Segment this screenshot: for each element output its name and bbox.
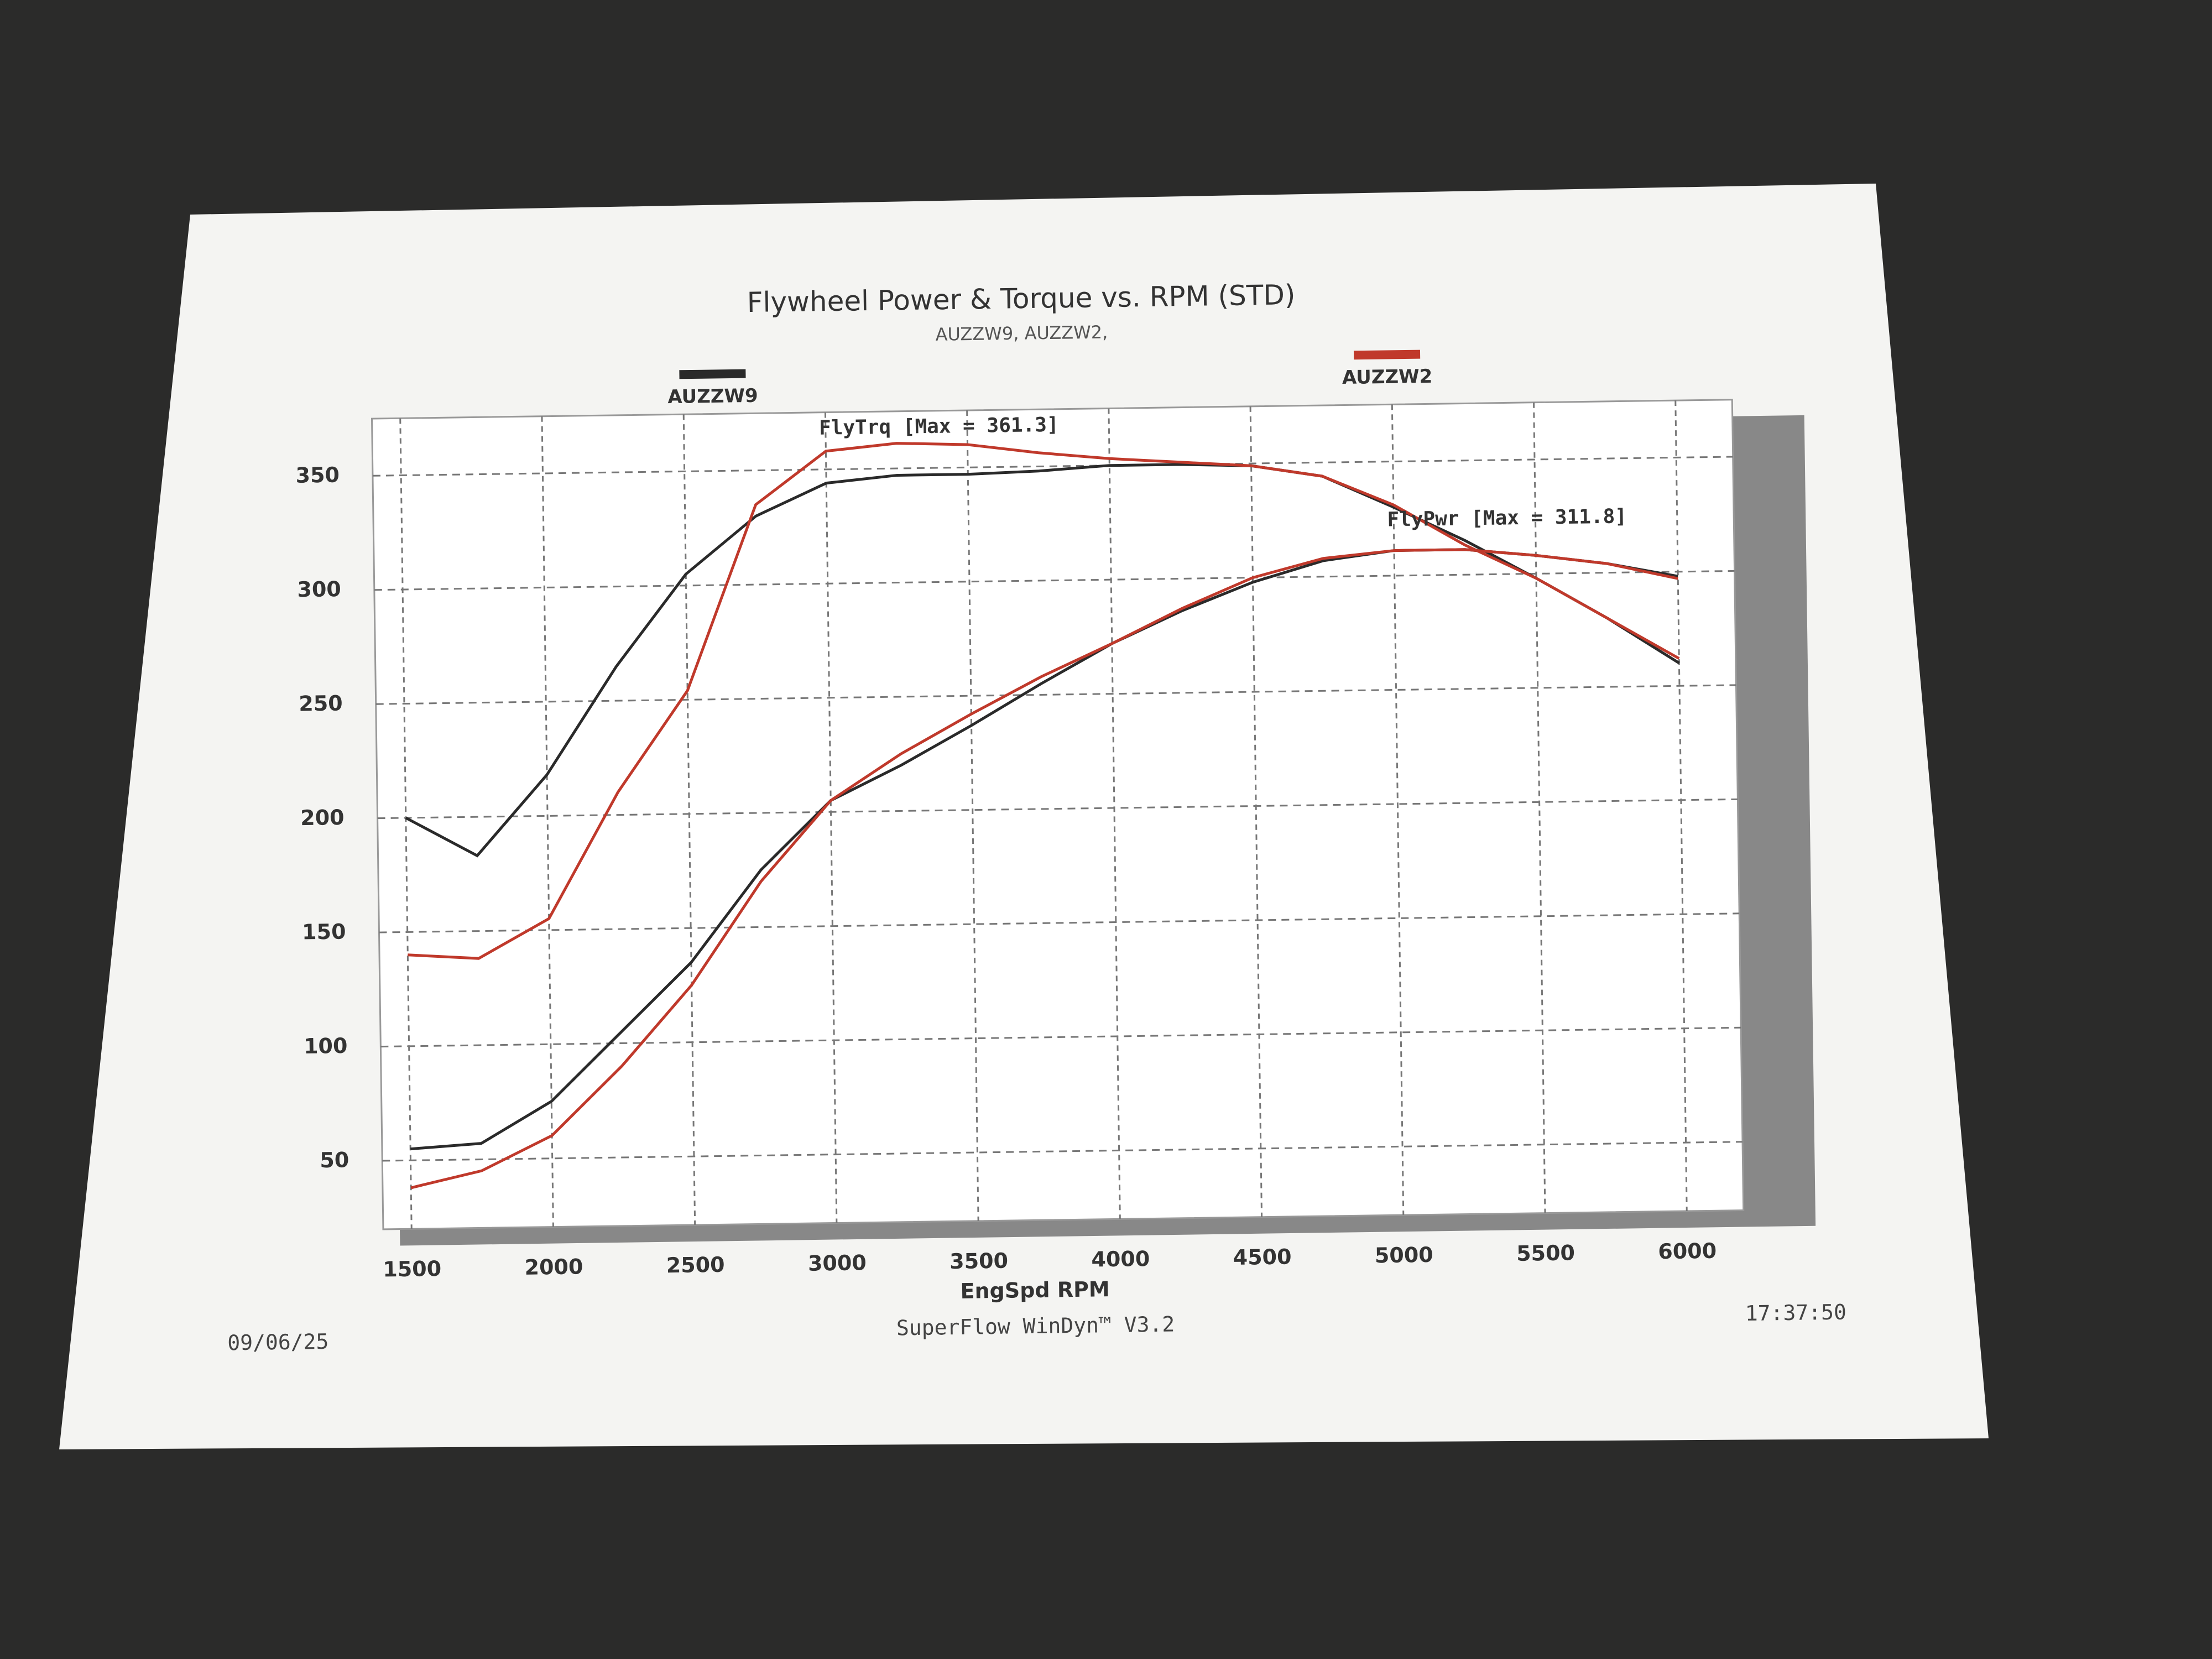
torque-line xyxy=(408,442,1680,960)
footer-time: 17:37:50 xyxy=(1745,1300,1847,1326)
x-tick-label: 2000 xyxy=(524,1254,583,1279)
power-line xyxy=(410,548,1678,1190)
grid-line xyxy=(379,912,1740,933)
x-tick-label: 2500 xyxy=(666,1253,724,1277)
grid-line xyxy=(382,1141,1743,1162)
chart: Flywheel Power & Torque vs. RPM (STD) AU… xyxy=(227,279,1847,1355)
y-tick-label: 200 xyxy=(300,805,345,830)
annotation: FlyTrq [Max = 361.3] xyxy=(819,414,1059,440)
y-tick-label: 300 xyxy=(297,577,341,602)
legend-swatch xyxy=(1353,349,1421,360)
x-tick-label: 5500 xyxy=(1516,1240,1575,1265)
x-tick-label: 1500 xyxy=(383,1256,441,1281)
footer-software: SuperFlow WinDyn™ V3.2 xyxy=(896,1312,1175,1340)
grid-line xyxy=(372,456,1733,477)
x-tick-label: 4500 xyxy=(1233,1244,1291,1269)
x-tick-label: 5000 xyxy=(1375,1243,1433,1267)
legend-label: AUZZW2 xyxy=(1342,366,1433,389)
torque-line xyxy=(405,463,1680,858)
y-tick-label: 150 xyxy=(302,919,346,944)
y-tick-label: 100 xyxy=(304,1034,348,1058)
y-tick-label: 250 xyxy=(299,691,343,716)
footer-date: 09/06/25 xyxy=(227,1329,329,1355)
x-tick-label: 3000 xyxy=(808,1250,867,1275)
grid-line xyxy=(375,684,1736,705)
y-tick-label: 350 xyxy=(295,463,340,488)
x-tick-label: 4000 xyxy=(1091,1246,1150,1271)
chart-title: Flywheel Power & Torque vs. RPM (STD) xyxy=(747,279,1295,319)
x-tick-label: 6000 xyxy=(1658,1239,1717,1264)
grid-line xyxy=(374,570,1735,591)
x-axis-label: EngSpd RPM xyxy=(960,1277,1110,1303)
grid-line xyxy=(380,1026,1741,1048)
annotation: FlyPwr [Max = 311.8] xyxy=(1387,505,1627,531)
chart-subtitle: AUZZW9, AUZZW2, xyxy=(935,321,1108,345)
x-tick-label: 3500 xyxy=(950,1249,1008,1274)
legend-label: AUZZW9 xyxy=(667,385,758,408)
legend-swatch xyxy=(679,369,746,379)
y-tick-label: 50 xyxy=(320,1147,349,1172)
